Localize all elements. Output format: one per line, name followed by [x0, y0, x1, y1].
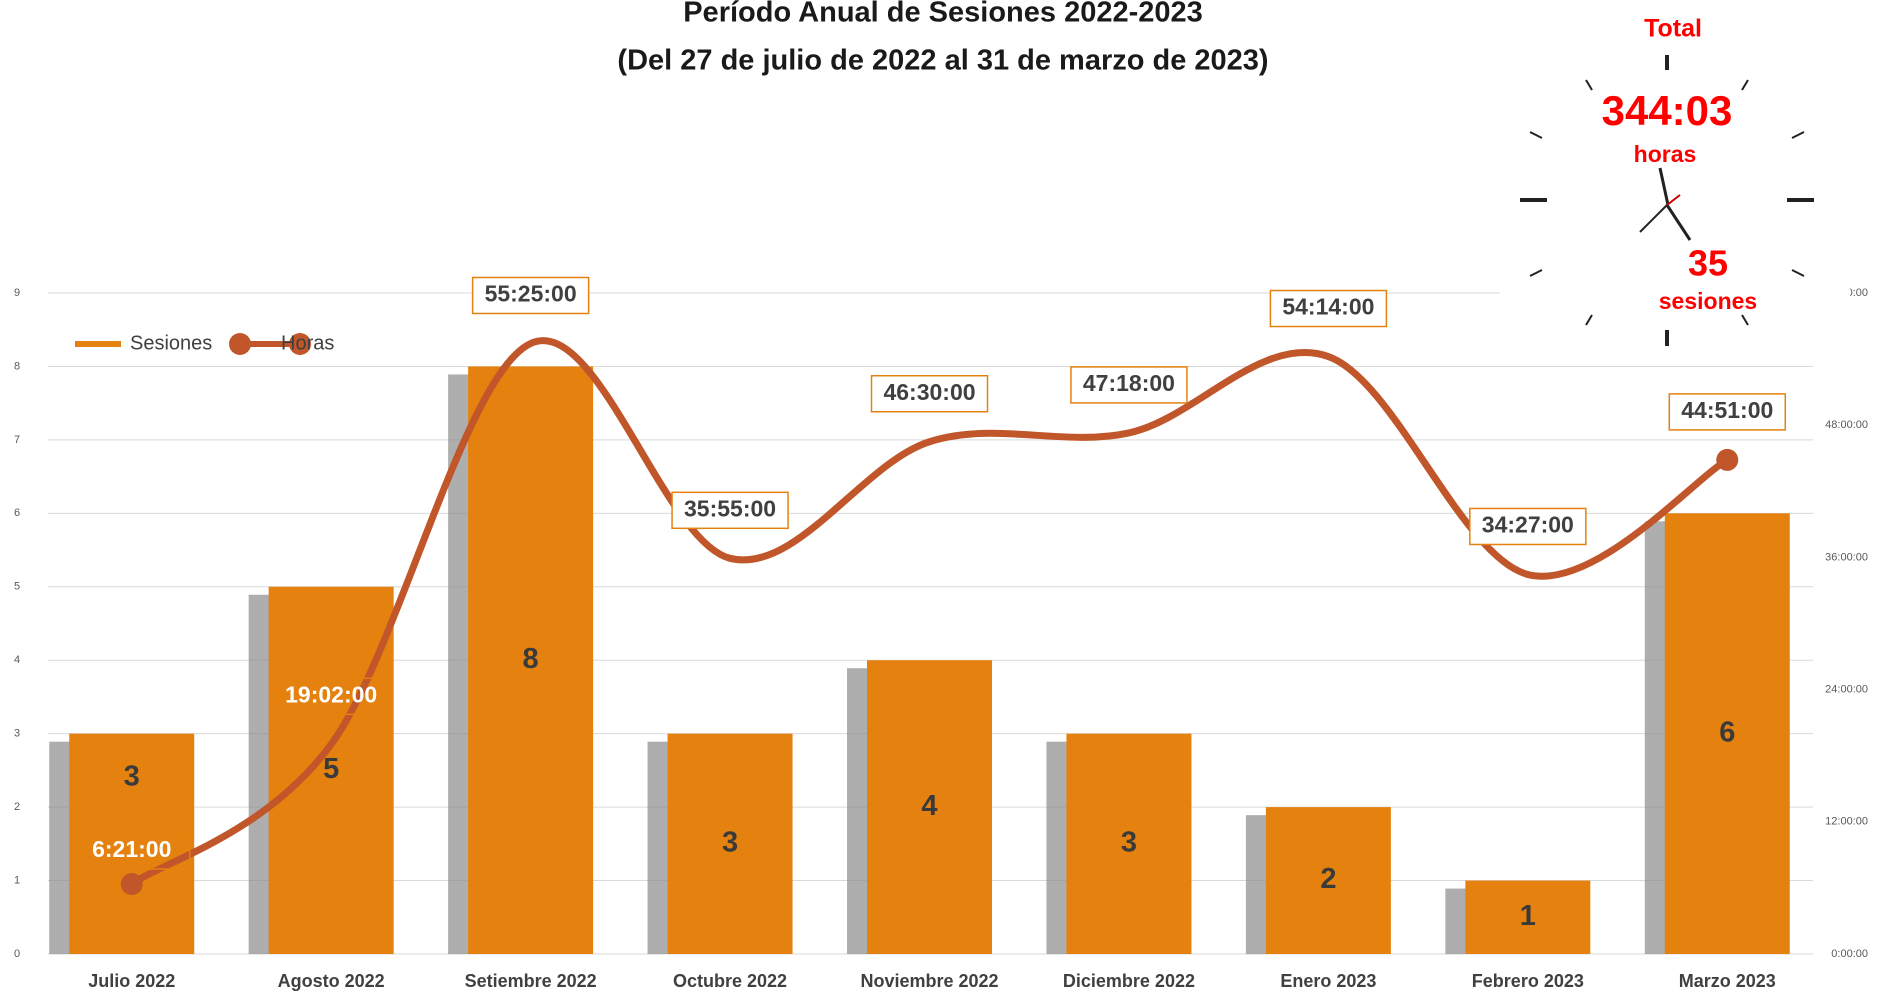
y-tick-label: 5 [14, 581, 20, 593]
y-tick-label: 6 [14, 507, 20, 519]
bar-value-label: 3 [722, 826, 738, 858]
bar-value-label: 5 [323, 753, 339, 785]
x-tick-label: Febrero 2023 [1472, 971, 1584, 991]
bar [1265, 807, 1391, 954]
y-tick-label: 7 [14, 434, 20, 446]
value-label-box [1668, 393, 1787, 431]
plot-area: 0 1 2 3 4 5 6 7 8 9 0:00:00 12:00:00 24:00:00 36:00:0… [14, 276, 1868, 991]
y-tick-label: 3 [14, 728, 20, 740]
chart-title: Período Anual de Sesiones 2022-2023 [683, 0, 1203, 29]
x-tick-label: Octubre 2022 [673, 971, 787, 991]
line-value-label: 55:25:00 [485, 281, 577, 307]
value-label-box [471, 276, 590, 315]
bar-value-label: 4 [921, 790, 937, 822]
line-value-label: 35:55:00 [684, 495, 776, 521]
y2-tick-label: 24:00:00 [1825, 684, 1868, 696]
x-tick-label: Enero 2023 [1280, 971, 1376, 991]
y-tick-label: 1 [14, 874, 20, 886]
bar [1664, 513, 1790, 954]
bar-value-label: 1 [1520, 900, 1536, 932]
line-value-label: 47:18:00 [1083, 370, 1175, 396]
chart-subtitle: (Del 27 de julio de 2022 al 31 de marzo … [617, 45, 1268, 77]
bar-value-label: 8 [523, 643, 539, 675]
legend-label: Sesiones [130, 332, 212, 354]
x-tick-label: Marzo 2023 [1679, 971, 1776, 991]
legend-label: Horas [281, 332, 334, 354]
x-tick-label: Setiembre 2022 [465, 971, 597, 991]
bar [468, 366, 594, 954]
line [128, 337, 1731, 888]
total-label: Total [1644, 15, 1702, 43]
sessions-total: 35 [1688, 243, 1728, 284]
line-value-label: 19:02:00 [285, 681, 377, 707]
bar [1465, 880, 1591, 954]
value-label-box [272, 677, 390, 716]
bar [268, 586, 394, 954]
y2-tick-label: 12:00:00 [1825, 816, 1868, 828]
hours-unit: horas [1634, 141, 1697, 167]
bar [1066, 733, 1192, 954]
bar [867, 660, 992, 954]
bar [69, 733, 195, 954]
line-marker [1716, 448, 1739, 471]
bar-value-label: 3 [1121, 826, 1137, 858]
x-tick-label: Noviembre 2022 [860, 971, 998, 991]
value-label-box [1469, 507, 1587, 546]
y-tick-label: 4 [14, 654, 20, 666]
clock-background [1500, 0, 1850, 366]
line-value-label: 44:51:00 [1681, 397, 1773, 423]
line-value-label: 34:27:00 [1482, 512, 1574, 538]
line-value-label: 46:30:00 [883, 379, 975, 405]
sessions-unit: sesiones [1659, 288, 1757, 314]
x-tick-label: Agosto 2022 [278, 971, 385, 991]
line-value-label: 6:21:00 [92, 836, 171, 862]
hours-total: 344:03 [1602, 87, 1733, 134]
value-label-box [1269, 289, 1388, 328]
y-tick-label: 8 [14, 360, 20, 372]
bar [667, 733, 793, 954]
y-tick-label: 9 [14, 287, 20, 299]
x-tick-label: Julio 2022 [88, 971, 175, 991]
y-tick-label: 2 [14, 801, 20, 813]
clock-ticks [1520, 55, 1814, 346]
line-value-label: 54:14:00 [1282, 294, 1374, 320]
bar-value-label: 2 [1320, 863, 1336, 895]
y2-tick-label: 36:00:00 [1825, 551, 1868, 563]
y2-tick-label: 48:00:00 [1825, 419, 1868, 431]
legend-marker [289, 333, 311, 355]
clock: Total 344:03 horas 35 sesiones [1500, 0, 1850, 366]
bar-value-label: 3 [124, 760, 140, 792]
y-tick-label: 0 [14, 948, 20, 960]
y2-tick-label: 0:00:00 [1831, 948, 1868, 960]
value-label-box [671, 491, 789, 530]
line-marker [120, 873, 143, 896]
value-label-box [1070, 366, 1188, 404]
value-label-box [72, 832, 191, 870]
value-label-box [870, 374, 989, 413]
bar-value-label: 6 [1719, 716, 1735, 748]
legend-marker [229, 333, 251, 355]
x-tick-label: Diciembre 2022 [1063, 971, 1195, 991]
